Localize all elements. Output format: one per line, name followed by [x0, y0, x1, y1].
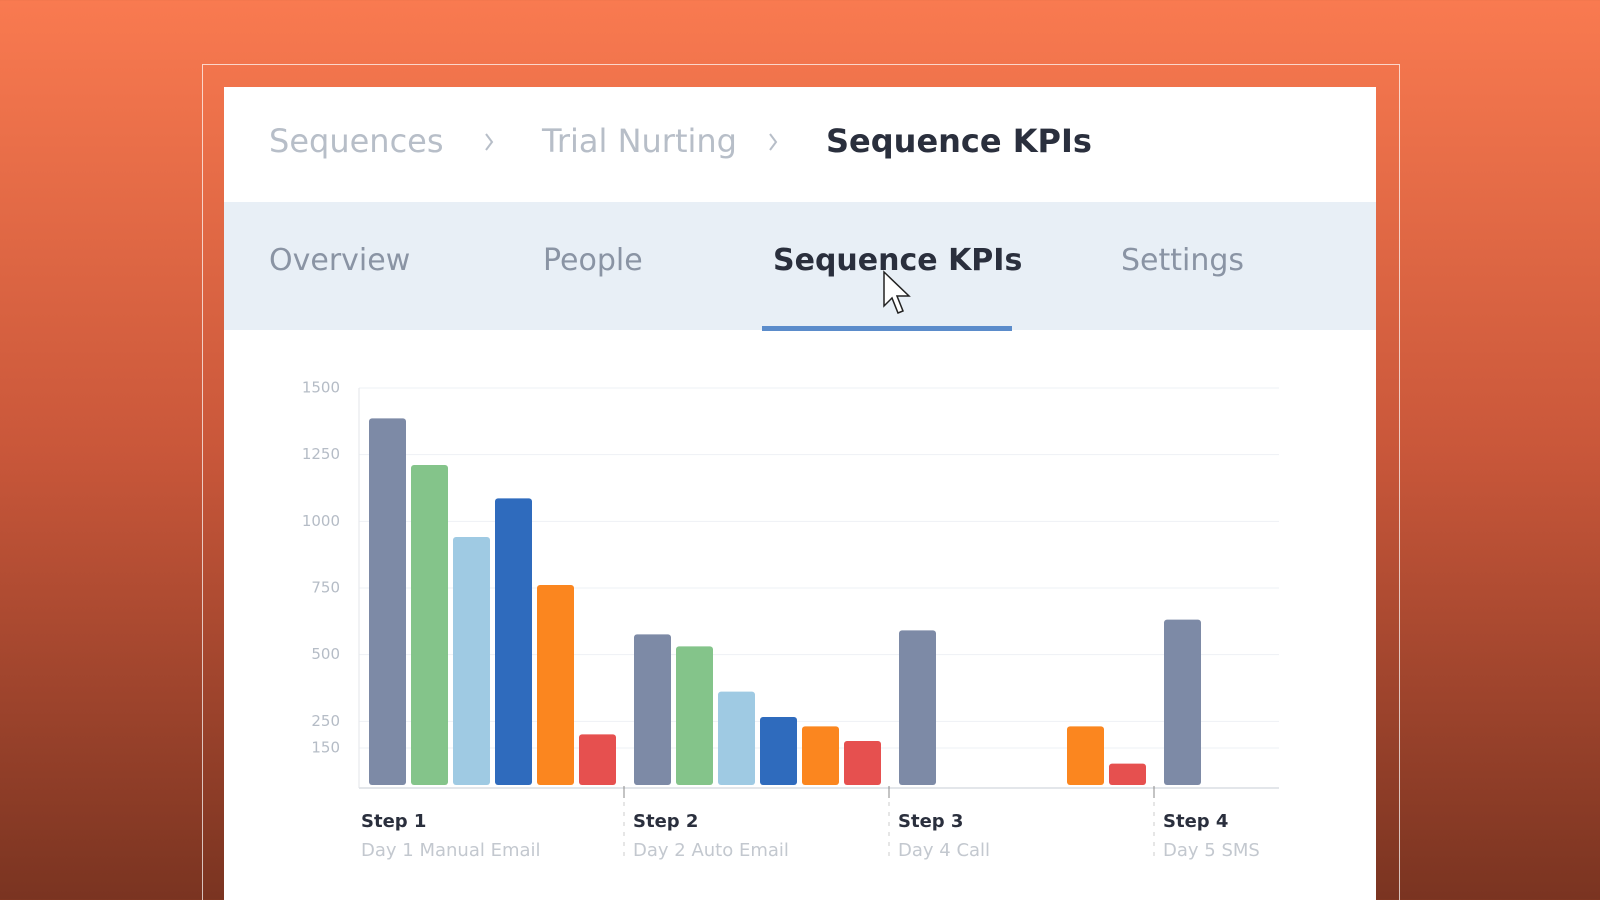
bar	[634, 634, 671, 785]
bar	[537, 585, 574, 785]
y-tick-label: 150	[311, 739, 340, 757]
bar	[1109, 763, 1146, 785]
tab[interactable]: Overview	[269, 243, 411, 278]
bar	[760, 717, 797, 785]
chevron	[769, 133, 778, 151]
x-tick-label: Step 3	[898, 811, 963, 832]
bar	[844, 741, 881, 785]
tab-bar	[224, 202, 1376, 330]
bar	[802, 726, 839, 785]
x-tick-sublabel: Day 5 SMS	[1163, 840, 1260, 861]
x-tick-label: Step 1	[361, 811, 426, 832]
tab-underline	[762, 326, 1012, 331]
tab[interactable]: Settings	[1121, 243, 1245, 278]
bar	[579, 734, 616, 785]
bar	[369, 418, 406, 785]
y-tick-label: 1250	[302, 445, 340, 463]
bar	[1164, 619, 1201, 785]
y-tick-label: 1000	[302, 512, 340, 530]
x-tick-sublabel: Day 4 Call	[898, 840, 990, 861]
bar	[899, 630, 936, 785]
y-tick-label: 750	[311, 579, 340, 597]
x-tick-label: Step 4	[1163, 811, 1228, 832]
y-tick-label: 500	[311, 645, 340, 663]
bar	[453, 537, 490, 785]
frame	[202, 64, 1400, 900]
breadcrumb-current: Sequence KPIs	[826, 122, 1092, 160]
bar	[1067, 726, 1104, 785]
y-tick-label: 1500	[302, 379, 340, 397]
bar	[718, 691, 755, 785]
y-tick-label: 250	[311, 712, 340, 730]
x-tick-label: Step 2	[633, 811, 698, 832]
x-tick-sublabel: Day 2 Auto Email	[633, 840, 789, 861]
breadcrumb-link[interactable]: Sequences	[269, 122, 444, 160]
tab[interactable]: People	[543, 243, 643, 278]
chevron	[485, 133, 494, 151]
bar	[411, 465, 448, 785]
bar	[495, 498, 532, 785]
x-tick-sublabel: Day 1 Manual Email	[361, 840, 541, 861]
breadcrumb-link[interactable]: Trial Nurting	[542, 122, 737, 160]
bar	[676, 646, 713, 785]
